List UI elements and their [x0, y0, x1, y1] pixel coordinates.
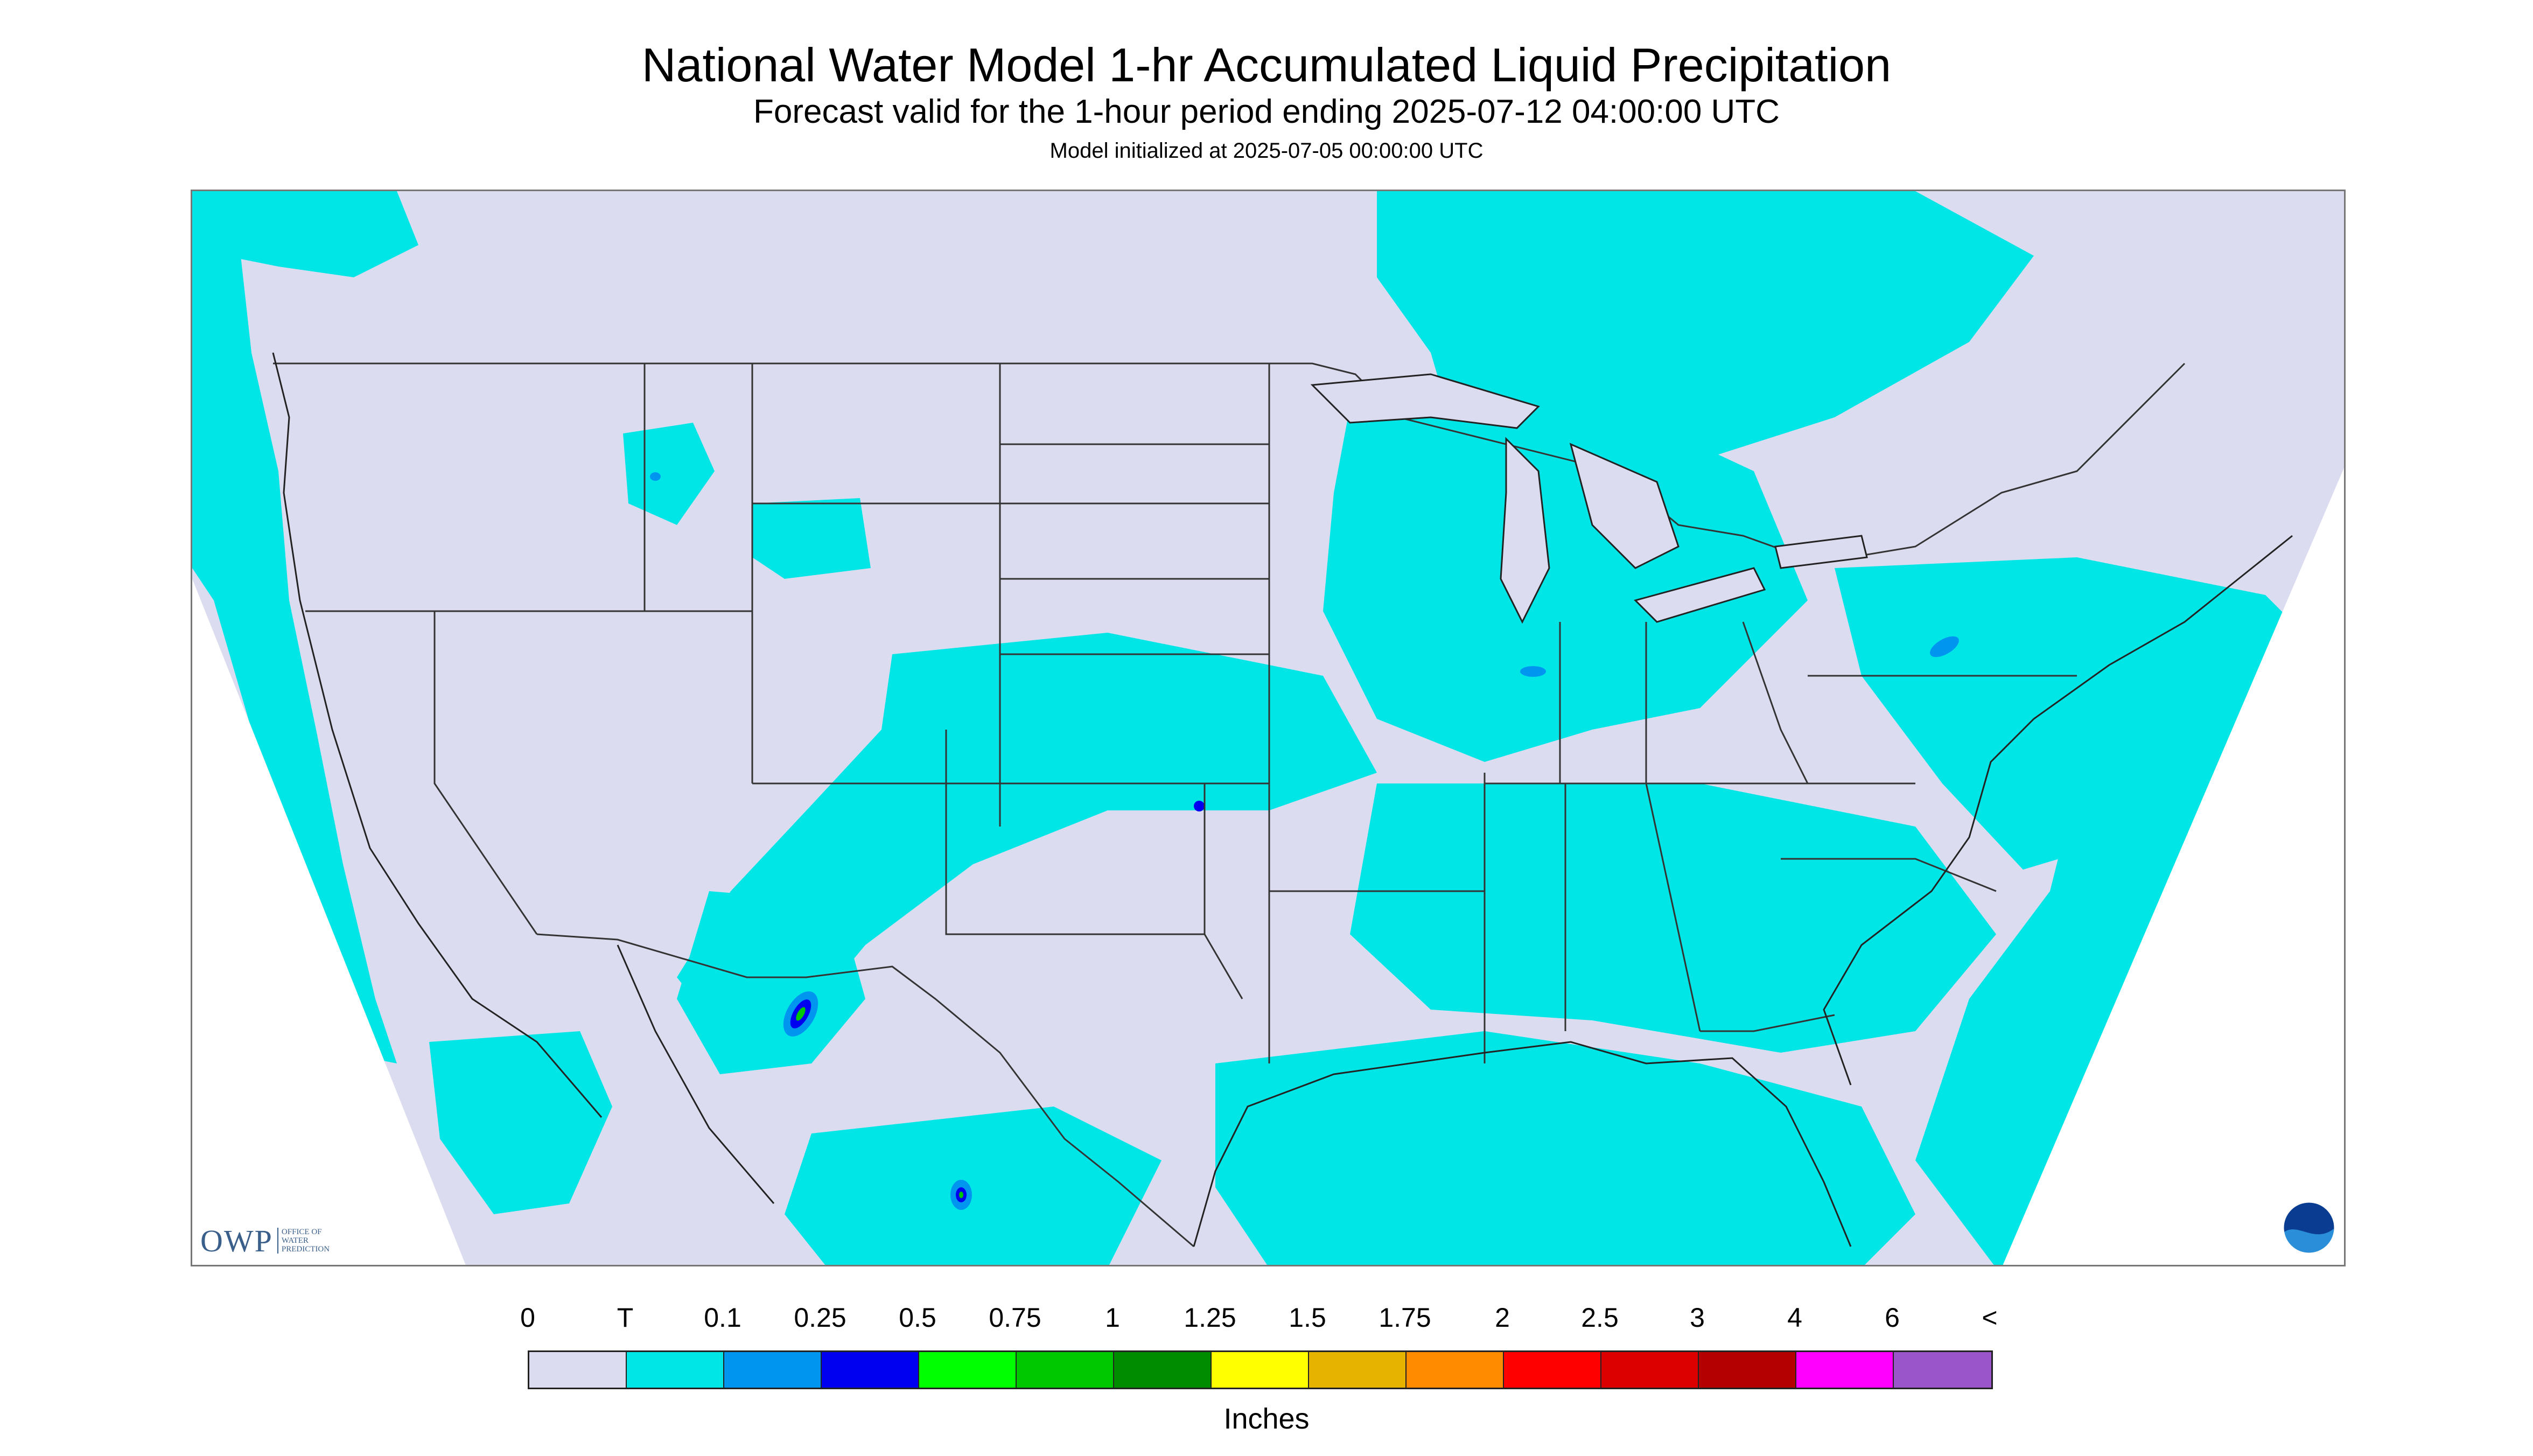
precip-gulf	[1215, 1031, 1915, 1265]
legend-tick-label: 1.75	[1379, 1303, 1431, 1333]
owp-logo: OWP OFFICE OF WATER PREDICTION	[200, 1223, 346, 1258]
precip-mexico-central	[785, 1107, 1161, 1265]
lake-michigan	[1500, 437, 1550, 624]
lake-erie	[1634, 567, 1766, 623]
legend-tick-label: 0.75	[989, 1303, 1041, 1333]
legend-swatch	[1407, 1352, 1504, 1388]
legend-tick-label: 2	[1495, 1303, 1510, 1333]
legend-tick-label: 2.5	[1581, 1303, 1619, 1333]
precip-west-coast	[192, 191, 397, 1063]
legend-swatch	[724, 1352, 822, 1388]
legend-swatch	[1017, 1352, 1114, 1388]
lake-superior	[1310, 373, 1540, 429]
legend-tick-label: 6	[1885, 1303, 1900, 1333]
legend-tick-label: 0.1	[704, 1303, 741, 1333]
precip-wyoming	[752, 498, 871, 579]
legend-tick-label: 3	[1690, 1303, 1705, 1333]
legend-tick-label: <	[1982, 1303, 1998, 1333]
precip-arizona	[677, 891, 865, 1074]
legend-tick-label: T	[617, 1303, 634, 1333]
legend-tick-label: 1	[1105, 1303, 1120, 1333]
legend-tick-label: 1.25	[1184, 1303, 1236, 1333]
legend-tick-label: 0.25	[794, 1303, 846, 1333]
legend-labels: 0 T 0.1 0.25 0.5 0.75 1 1.25 1.5 1.75 2 2.5 3 4 6 <	[0, 1302, 2533, 1340]
us-canada-border	[273, 362, 2186, 564]
map-canvas	[192, 191, 2344, 1265]
legend-colorbar	[528, 1350, 1993, 1389]
precip-northeast	[1835, 557, 2319, 870]
legend-swatch	[1212, 1352, 1309, 1388]
model-init-time: Model initialized at 2025-07-05 00:00:00…	[1049, 139, 1484, 163]
legend-swatch	[627, 1352, 724, 1388]
legend-swatch	[822, 1352, 919, 1388]
legend-swatch	[1309, 1352, 1407, 1388]
legend-swatch	[529, 1352, 627, 1388]
legend-swatch	[1601, 1352, 1699, 1388]
noaa-logo-icon	[2282, 1201, 2336, 1255]
map-title: National Water Model 1-hr Accumulated Li…	[641, 38, 1892, 92]
map-subtitle: Forecast valid for the 1-hour period end…	[753, 93, 1780, 130]
legend-swatch	[1114, 1352, 1212, 1388]
owp-logo-subtext: OFFICE OF WATER PREDICTION	[277, 1228, 346, 1254]
great-lakes-outline	[1310, 373, 1868, 624]
lake-huron	[1569, 443, 1680, 569]
precip-montana	[623, 423, 715, 525]
precip-southeast	[1350, 783, 1996, 1053]
precip-nw-canada	[192, 191, 418, 277]
precip-mexico-west	[429, 1031, 612, 1214]
precip-heavier-spots	[650, 472, 1959, 1210]
legend-swatch	[1894, 1352, 1991, 1388]
legend-tick-label: 1.5	[1289, 1303, 1326, 1333]
precip-central-band	[677, 633, 1377, 1031]
legend-units: Inches	[1223, 1403, 1310, 1435]
legend-swatch	[1796, 1352, 1894, 1388]
coastlines	[272, 352, 2293, 1247]
legend-tick-label: 0	[520, 1303, 535, 1333]
precipitation-map	[191, 190, 2346, 1266]
legend-tick-label: 0.5	[899, 1303, 936, 1333]
us-mexico-border	[536, 933, 1194, 1248]
owp-logo-text: OWP	[200, 1223, 273, 1258]
legend-swatch	[919, 1352, 1017, 1388]
outside-domain	[192, 468, 2344, 1265]
lake-ontario	[1774, 535, 1868, 569]
legend-tick-label: 4	[1787, 1303, 1802, 1333]
legend-swatch	[1699, 1352, 1796, 1388]
legend-swatch	[1504, 1352, 1601, 1388]
precip-great-lakes	[1323, 396, 1808, 762]
